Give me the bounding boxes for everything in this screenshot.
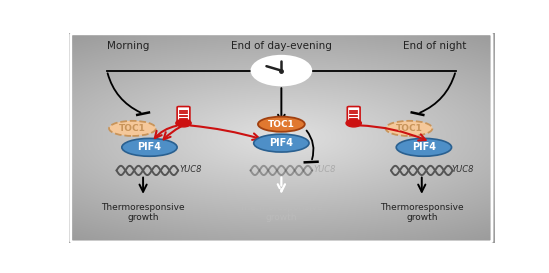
Ellipse shape xyxy=(109,121,156,136)
Text: Morning: Morning xyxy=(107,41,149,51)
Text: Thermoresponsive
growth: Thermoresponsive growth xyxy=(239,203,323,222)
Text: PIF4: PIF4 xyxy=(137,142,161,152)
Ellipse shape xyxy=(396,138,451,156)
Ellipse shape xyxy=(258,117,305,132)
FancyBboxPatch shape xyxy=(177,106,190,123)
Text: End of day-evening: End of day-evening xyxy=(231,41,332,51)
Text: End of night: End of night xyxy=(403,41,466,51)
Text: PIF4: PIF4 xyxy=(412,142,436,152)
Text: Thermoresponsive
growth: Thermoresponsive growth xyxy=(101,203,185,222)
Ellipse shape xyxy=(122,138,177,156)
Ellipse shape xyxy=(385,121,433,136)
FancyBboxPatch shape xyxy=(348,106,360,123)
Circle shape xyxy=(251,56,311,85)
Circle shape xyxy=(346,119,361,127)
Ellipse shape xyxy=(254,134,309,152)
Text: TOC1: TOC1 xyxy=(119,124,146,133)
Text: Thermoresponsive
growth: Thermoresponsive growth xyxy=(380,203,463,222)
Text: YUC8: YUC8 xyxy=(179,165,201,174)
Text: TOC1: TOC1 xyxy=(268,120,295,129)
Circle shape xyxy=(176,119,191,127)
Text: YUC8: YUC8 xyxy=(451,165,474,174)
Text: PIF4: PIF4 xyxy=(270,138,293,148)
Text: YUC8: YUC8 xyxy=(313,165,336,174)
Text: TOC1: TOC1 xyxy=(396,124,422,133)
